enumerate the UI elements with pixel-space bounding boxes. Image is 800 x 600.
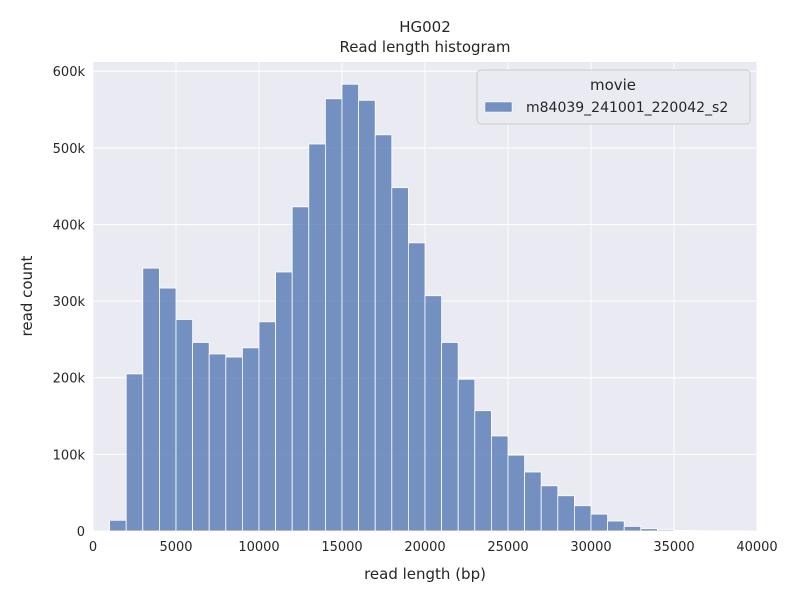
histogram-bar-2 bbox=[142, 267, 160, 532]
histogram-bar-32 bbox=[640, 528, 658, 532]
histogram-bar-14 bbox=[341, 83, 360, 532]
y-tick-label-3: 300k bbox=[53, 295, 86, 310]
legend-swatch bbox=[484, 101, 513, 113]
y-tick-label-5: 500k bbox=[53, 142, 86, 157]
legend: movie m84039_241001_220042_s2 bbox=[476, 69, 751, 125]
chart-subtitle: Read length histogram bbox=[339, 38, 510, 56]
histogram-bar-31 bbox=[623, 526, 642, 532]
histogram-bar-7 bbox=[225, 356, 243, 532]
histogram-bar-18 bbox=[407, 242, 426, 532]
histogram-bar-3 bbox=[158, 287, 177, 532]
x-tick-label-5: 25000 bbox=[487, 540, 528, 555]
histogram-bar-4 bbox=[175, 319, 194, 532]
histogram-bar-22 bbox=[474, 410, 492, 532]
histogram-bar-25 bbox=[524, 471, 542, 532]
histogram-bar-11 bbox=[291, 206, 310, 532]
histogram-bar-16 bbox=[374, 134, 393, 532]
y-axis-label: read count bbox=[18, 255, 36, 336]
histogram-bar-13 bbox=[324, 98, 343, 532]
x-axis-label: read length (bp) bbox=[364, 565, 486, 583]
x-tick-label-3: 15000 bbox=[321, 540, 362, 555]
histogram-bars bbox=[109, 83, 758, 532]
histogram-bar-20 bbox=[441, 342, 459, 532]
x-tick-label-6: 30000 bbox=[570, 540, 611, 555]
x-tick-label-0: 0 bbox=[89, 540, 97, 555]
histogram-bar-27 bbox=[557, 495, 575, 532]
histogram-bar-34 bbox=[673, 529, 692, 532]
y-tick-label-4: 400k bbox=[53, 218, 86, 233]
histogram-bar-19 bbox=[424, 295, 443, 532]
y-tick-label-1: 100k bbox=[53, 448, 86, 463]
y-tick-label-0: 0 bbox=[77, 525, 85, 540]
histogram-bar-24 bbox=[507, 454, 526, 532]
histogram-bar-21 bbox=[457, 378, 476, 532]
histogram-bar-33 bbox=[657, 529, 675, 532]
x-tick-label-1: 5000 bbox=[159, 540, 192, 555]
histogram-bar-5 bbox=[192, 342, 210, 532]
histogram-bar-8 bbox=[241, 347, 260, 532]
histogram-bar-17 bbox=[391, 187, 409, 532]
histogram-bar-30 bbox=[607, 520, 625, 532]
histogram-bar-10 bbox=[275, 271, 293, 532]
y-axis-ticks: 0 100k 200k 300k 400k 500k 600k bbox=[53, 65, 86, 540]
x-tick-label-8: 40000 bbox=[736, 540, 777, 555]
x-tick-label-2: 10000 bbox=[238, 540, 279, 555]
legend-entry: m84039_241001_220042_s2 bbox=[526, 100, 728, 116]
histogram-bar-0 bbox=[109, 519, 127, 532]
histogram-bar-29 bbox=[590, 513, 609, 532]
histogram-bar-12 bbox=[308, 143, 326, 532]
histogram-bar-23 bbox=[490, 435, 509, 532]
histogram-bar-1 bbox=[125, 373, 144, 532]
y-tick-label-6: 600k bbox=[53, 65, 86, 80]
histogram-bar-26 bbox=[540, 485, 559, 532]
legend-box bbox=[476, 69, 751, 125]
x-tick-label-4: 20000 bbox=[404, 540, 445, 555]
x-tick-label-7: 35000 bbox=[653, 540, 694, 555]
histogram-bar-6 bbox=[208, 353, 227, 532]
histogram-bar-9 bbox=[258, 321, 277, 532]
legend-title: movie bbox=[590, 76, 636, 94]
x-axis-ticks: 0 5000 10000 15000 20000 25000 30000 35000 40000 bbox=[89, 540, 778, 555]
chart-title: HG002 bbox=[399, 18, 451, 36]
histogram-bar-28 bbox=[574, 505, 592, 532]
histogram-bar-15 bbox=[358, 99, 376, 532]
y-tick-label-2: 200k bbox=[53, 372, 86, 387]
